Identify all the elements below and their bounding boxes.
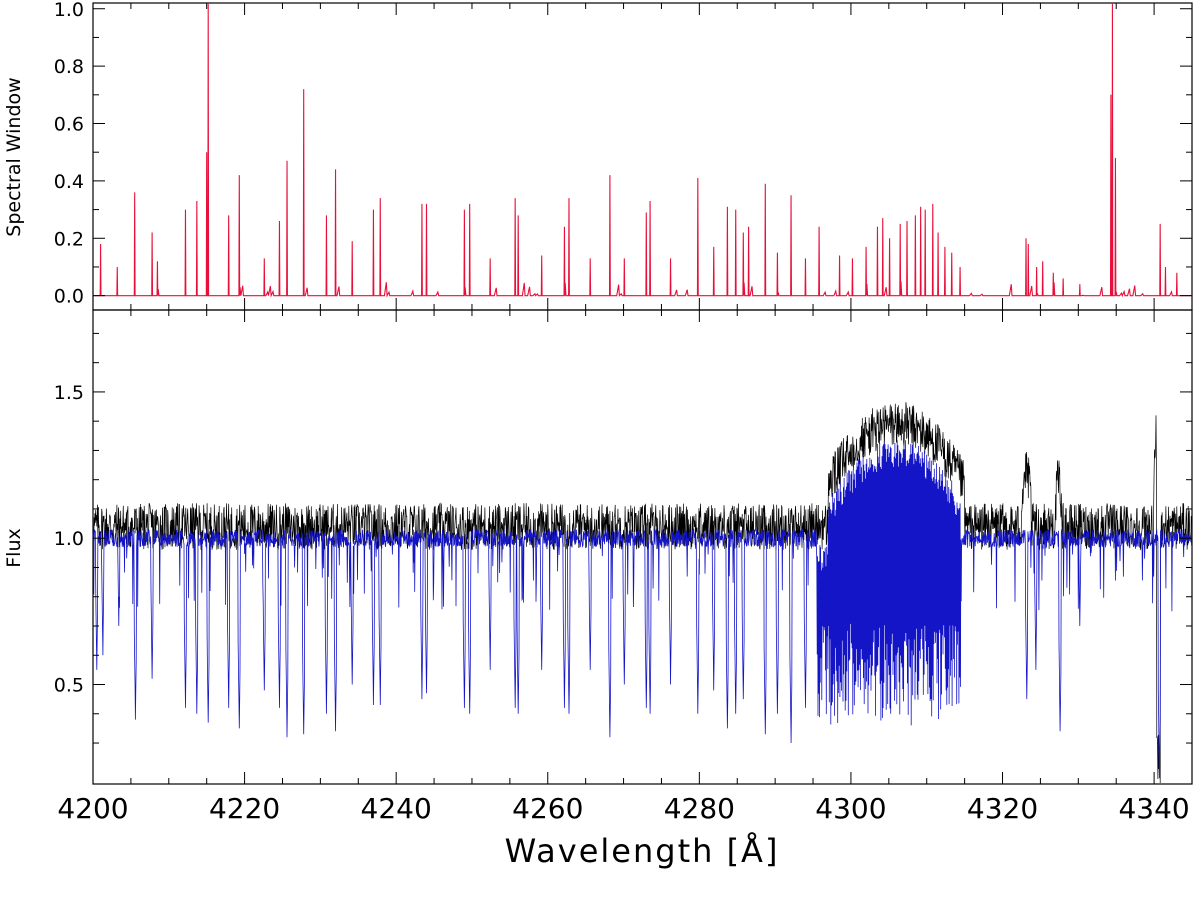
x-tick-label: 4280 xyxy=(664,792,735,825)
bottom-y-axis-title: Flux xyxy=(3,528,25,568)
top-y-tick-label: 0.0 xyxy=(54,286,84,308)
x-tick-label: 4340 xyxy=(1118,792,1189,825)
bottom-y-tick-label: 1.0 xyxy=(54,528,84,550)
top-y-axis-title: Spectral Window xyxy=(3,77,25,236)
bottom-y-tick-label: 1.5 xyxy=(54,382,84,404)
top-y-tick-label: 0.2 xyxy=(54,228,84,250)
x-tick-label: 4300 xyxy=(815,792,886,825)
bottom-plot-frame xyxy=(92,309,1193,785)
x-tick-label: 4200 xyxy=(57,792,128,825)
x-tick-label: 4260 xyxy=(512,792,583,825)
top-y-tick-label: 0.6 xyxy=(54,114,84,136)
x-tick-label: 4220 xyxy=(209,792,280,825)
bottom-y-ticks: 0.5 1.0 1.5 xyxy=(54,332,1192,744)
x-axis-title: Wavelength [Å] xyxy=(505,832,780,870)
flux-series xyxy=(92,402,1192,784)
x-tick-label: 4240 xyxy=(361,792,432,825)
top-y-tick-label: 1.0 xyxy=(54,0,84,21)
bottom-x-ticks: 4200 4220 4240 4260 4280 4300 4320 4340 xyxy=(57,3,1193,825)
spectral-window-series xyxy=(93,2,1192,298)
x-tick-label: 4320 xyxy=(967,792,1038,825)
top-y-tick-label: 0.4 xyxy=(54,171,84,193)
top-plot-frame xyxy=(92,2,1193,311)
bottom-y-tick-label: 0.5 xyxy=(54,675,84,697)
flux-panel: 0.5 1.0 1.5 4200 4220 4240 4260 4280 4300 4320 43… xyxy=(3,3,1193,870)
top-y-ticks: 0.0 0.2 0.4 0.6 0.8 1.0 xyxy=(54,0,1192,308)
top-y-tick-label: 0.8 xyxy=(54,56,84,78)
spectral-window-panel: 0.0 0.2 0.4 0.6 0.8 1.0 Spectral Window xyxy=(3,0,1193,311)
observed-flux-line xyxy=(92,402,1192,784)
model-flux-line xyxy=(92,440,1192,779)
spectral-window-line xyxy=(93,2,1192,298)
